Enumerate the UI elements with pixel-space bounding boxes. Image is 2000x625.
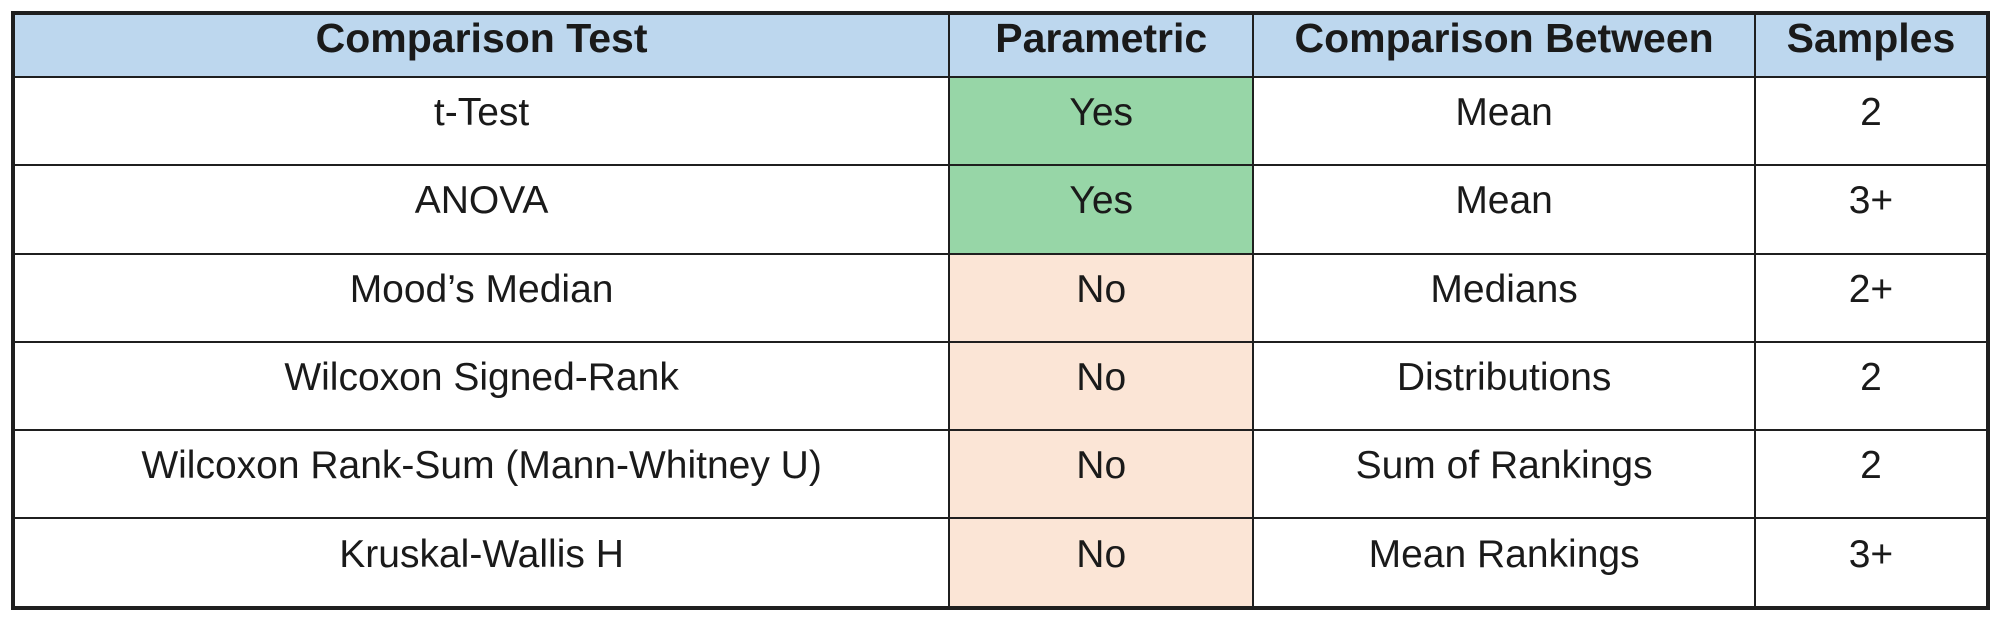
- table-row: Mood’s Median No Medians 2+: [11, 252, 1990, 343]
- header-samples: Samples: [1753, 12, 1990, 78]
- samples-cell: 2+: [1753, 252, 1990, 343]
- table-row: Wilcoxon Signed-Rank No Distributions 2: [11, 340, 1990, 432]
- parametric-cell: No: [948, 252, 1255, 343]
- statistical-tests-table-container: Comparison Test Parametric Comparison Be…: [11, 11, 1990, 610]
- table-row: Kruskal-Wallis H No Mean Rankings 3+: [11, 517, 1990, 609]
- header-comparison-test: Comparison Test: [11, 12, 951, 78]
- samples-cell: 2: [1753, 75, 1990, 167]
- parametric-cell: Yes: [948, 75, 1255, 167]
- table-row: Wilcoxon Rank-Sum (Mann-Whitney U) No Su…: [11, 428, 1990, 520]
- comparison-between-cell: Mean: [1252, 75, 1756, 167]
- table-body: t-Test Yes Mean 2 ANOVA Yes Mean 3+ Mood…: [11, 75, 1990, 609]
- header-row: Comparison Test Parametric Comparison Be…: [11, 12, 1990, 78]
- samples-cell: 3+: [1753, 164, 1990, 255]
- statistical-tests-comparison-table: Comparison Test Parametric Comparison Be…: [11, 11, 1990, 610]
- table-row: t-Test Yes Mean 2: [11, 75, 1990, 167]
- test-name-cell: Kruskal-Wallis H: [11, 517, 951, 609]
- test-name-cell: t-Test: [11, 75, 951, 167]
- comparison-between-cell: Sum of Rankings: [1252, 428, 1756, 520]
- samples-cell: 2: [1753, 428, 1990, 520]
- comparison-between-cell: Mean: [1252, 164, 1756, 255]
- header-parametric: Parametric: [948, 12, 1255, 78]
- comparison-between-cell: Medians: [1252, 252, 1756, 343]
- test-name-cell: Mood’s Median: [11, 252, 951, 343]
- samples-cell: 3+: [1753, 517, 1990, 609]
- table-header: Comparison Test Parametric Comparison Be…: [11, 12, 1990, 78]
- parametric-cell: No: [948, 517, 1255, 609]
- test-name-cell: Wilcoxon Signed-Rank: [11, 340, 951, 432]
- table-row: ANOVA Yes Mean 3+: [11, 164, 1990, 255]
- test-name-cell: ANOVA: [11, 164, 951, 255]
- parametric-cell: No: [948, 340, 1255, 432]
- samples-cell: 2: [1753, 340, 1990, 432]
- test-name-cell: Wilcoxon Rank-Sum (Mann-Whitney U): [11, 428, 951, 520]
- parametric-cell: Yes: [948, 164, 1255, 255]
- comparison-between-cell: Mean Rankings: [1252, 517, 1756, 609]
- header-comparison-between: Comparison Between: [1252, 12, 1756, 78]
- comparison-between-cell: Distributions: [1252, 340, 1756, 432]
- parametric-cell: No: [948, 428, 1255, 520]
